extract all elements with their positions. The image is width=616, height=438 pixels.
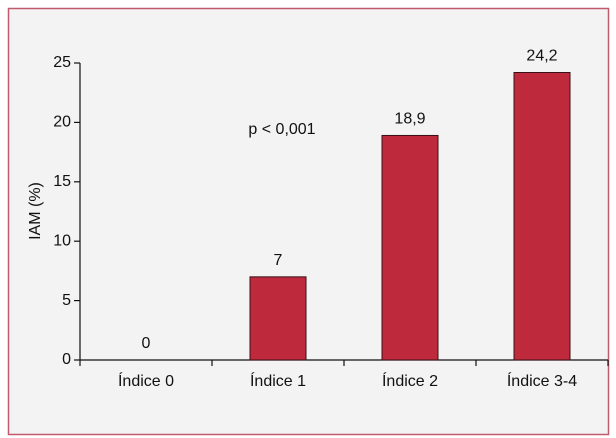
bar [381, 134, 439, 361]
value-label: 18,9 [394, 111, 425, 128]
x-tick-label: Índice 3-4 [507, 371, 577, 390]
x-tick-label: Índice 2 [382, 371, 438, 390]
value-label: 24,2 [526, 48, 557, 65]
x-tick-label: Índice 0 [118, 371, 174, 390]
value-label: 7 [274, 252, 283, 269]
annotation: p < 0,001 [248, 121, 315, 138]
y-tick-label: 20 [53, 114, 71, 131]
bar [513, 72, 571, 361]
y-tick-label: 25 [53, 54, 71, 71]
y-axis-label: IAM (%) [27, 182, 44, 240]
y-tick-label: 0 [62, 351, 71, 368]
y-tick-label: 15 [53, 173, 71, 190]
y-tick-label: 10 [53, 232, 71, 249]
frame [7, 7, 610, 436]
bar [249, 276, 307, 361]
x-tick-label: Índice 1 [250, 371, 306, 390]
y-tick-label: 5 [62, 292, 71, 309]
value-label: 0 [142, 335, 151, 352]
